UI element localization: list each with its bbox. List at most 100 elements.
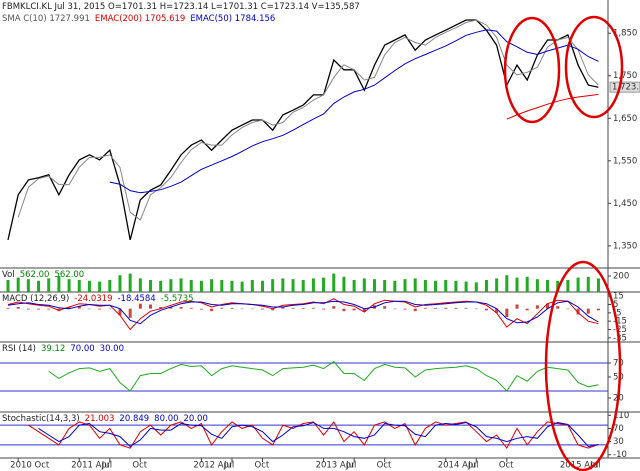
bar <box>271 308 275 311</box>
bar <box>149 304 153 309</box>
x-tick-label: 2013 Apr <box>316 461 356 471</box>
bar <box>535 305 539 309</box>
bar <box>210 279 214 292</box>
bar <box>199 308 203 310</box>
bar <box>179 278 183 292</box>
bar <box>484 280 488 292</box>
panel-title: FBMKLCI.KL Jul 31, 2015 O=1701.31 H=1723… <box>2 2 360 12</box>
bar <box>464 281 468 292</box>
y-tick-label: 1,850 <box>613 29 637 39</box>
bar <box>47 278 51 292</box>
legend-entry: 70.00 <box>70 344 94 354</box>
bar <box>291 307 295 309</box>
x-tick-label: Jul <box>101 461 112 471</box>
y-tick-label: -5 <box>613 308 621 318</box>
series-line <box>48 360 599 392</box>
bar <box>546 280 550 292</box>
current-price-label: 1,723.1 <box>612 83 640 93</box>
x-tick-label: 2010 Oct <box>10 461 50 471</box>
panel-legend: MACD (12,26,9) -24.0319 -18.4584 -5.5735 <box>2 294 194 304</box>
bar <box>118 275 122 292</box>
bar <box>281 307 285 309</box>
bar <box>586 276 590 292</box>
bar <box>291 279 295 292</box>
legend-entry: -5.5735 <box>161 294 194 304</box>
series-line <box>38 421 599 448</box>
bar <box>16 277 20 292</box>
bar <box>57 276 61 292</box>
bar <box>434 307 438 309</box>
bar <box>413 308 417 312</box>
bar <box>138 303 142 309</box>
legend-entry: 39.12 <box>41 344 65 354</box>
bar <box>37 280 41 292</box>
bar <box>352 280 356 292</box>
bar <box>342 276 346 292</box>
bar <box>261 280 264 292</box>
bar <box>108 280 112 292</box>
panel-title: Vol <box>2 270 15 280</box>
y-tick-label: 1,750 <box>613 71 637 81</box>
y-tick-label: 30 <box>613 437 624 447</box>
bar <box>495 308 499 313</box>
highlight-ellipse <box>503 16 561 124</box>
bar <box>403 308 407 310</box>
legend-entry: -18.4584 <box>117 294 155 304</box>
bar <box>240 308 244 310</box>
panel-legend: Stochastic(14,3,3) 21.003 20.849 80.00 20.00 <box>2 414 208 424</box>
bar <box>576 277 580 292</box>
bar <box>16 307 20 309</box>
y-tick-label: 200 <box>613 272 629 282</box>
highlight-ellipse <box>544 260 622 471</box>
bar <box>322 277 326 292</box>
bar <box>220 280 224 292</box>
bar <box>250 280 254 292</box>
bar <box>98 308 102 310</box>
bar <box>403 279 407 292</box>
bar <box>118 308 122 316</box>
panel-legend: SMA C(10) 1727.991 EMAC(200) 1705.619 EMAC… <box>2 14 275 24</box>
legend-entry: -24.0319 <box>74 294 112 304</box>
bar <box>434 280 438 292</box>
y-tick-label: 15 <box>613 292 624 302</box>
bar <box>311 307 315 309</box>
bar <box>87 308 91 310</box>
legend-entry: 80.00 <box>154 414 178 424</box>
bar <box>169 279 173 292</box>
current-price-box <box>609 81 640 93</box>
bar <box>525 276 529 292</box>
bar <box>423 280 427 292</box>
bar <box>372 279 376 292</box>
legend-entry: 21.003 <box>85 414 115 424</box>
bar <box>47 308 51 310</box>
bar <box>393 308 397 310</box>
y-tick-label: -25 <box>613 325 627 335</box>
bar <box>454 307 458 309</box>
legend-entry: SMA C(10) 1727.991 <box>2 14 90 24</box>
x-tick-label: Oct <box>132 461 147 471</box>
bar <box>128 308 132 318</box>
bar <box>169 307 173 309</box>
x-tick-label: Oct <box>255 461 270 471</box>
bar <box>6 307 10 309</box>
bar <box>108 308 112 310</box>
y-tick-label: 110 <box>613 411 629 421</box>
y-tick-label: -15 <box>613 317 627 327</box>
panel-title: MACD (12,26,9) <box>2 294 69 304</box>
x-tick-label: 2014 Apr <box>438 461 478 471</box>
series-line <box>109 29 599 194</box>
bar <box>230 280 234 292</box>
bar <box>149 280 153 292</box>
y-tick-label: -10 <box>613 450 627 460</box>
legend-entry: 20.849 <box>119 414 149 424</box>
series-line <box>7 19 599 241</box>
legend-entry: 30.00 <box>100 344 124 354</box>
legend-entry: EMAC(200) 1705.619 <box>95 14 185 24</box>
panel-legend: RSI (14) 39.12 70.00 30.00 <box>2 344 124 354</box>
bar <box>159 307 163 309</box>
bar <box>210 308 214 312</box>
bar <box>352 308 356 311</box>
